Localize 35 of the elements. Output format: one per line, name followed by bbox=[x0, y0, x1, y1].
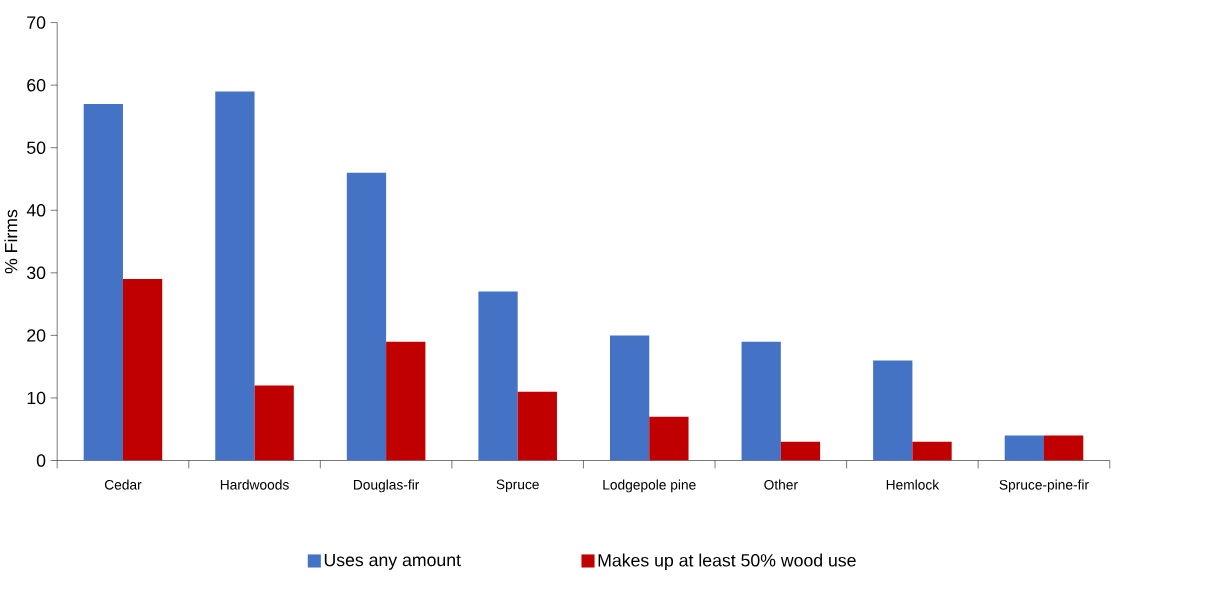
x-tick-label: Hardwoods bbox=[220, 479, 289, 490]
x-tick-label: Spruce bbox=[496, 479, 539, 493]
x-tick-label: Other bbox=[764, 479, 798, 490]
y-tick-label: 20 bbox=[27, 329, 46, 342]
y-tick-label: 40 bbox=[26, 204, 46, 217]
bar bbox=[83, 103, 123, 461]
y-tick-label: 70 bbox=[27, 16, 46, 29]
bar bbox=[912, 441, 952, 461]
y-tick-label: 60 bbox=[27, 78, 46, 92]
bar bbox=[254, 385, 294, 461]
bar bbox=[122, 279, 163, 461]
y-tick-label: 0 bbox=[36, 454, 46, 467]
bar bbox=[517, 391, 557, 461]
bar bbox=[741, 341, 781, 461]
y-tick-label: 30 bbox=[27, 266, 46, 280]
bar bbox=[386, 341, 426, 461]
bar bbox=[609, 335, 650, 461]
x-tick-label: Lodgepole pine bbox=[603, 479, 696, 493]
bar bbox=[478, 291, 518, 461]
bar bbox=[1043, 435, 1084, 461]
legend-label: Uses any amount bbox=[324, 553, 461, 570]
bar bbox=[873, 360, 913, 461]
x-tick-label: Douglas-fir bbox=[354, 479, 420, 493]
x-tick-label: Hemlock bbox=[886, 479, 940, 490]
bar bbox=[346, 172, 387, 461]
bar bbox=[215, 91, 255, 461]
x-tick-label: Spruce-pine-fir bbox=[999, 479, 1089, 493]
y-tick-label: 50 bbox=[27, 141, 46, 154]
legend-label: Makes up at least 50% wood use bbox=[598, 553, 856, 571]
y-axis-title: % Firms bbox=[4, 209, 18, 274]
y-tick-label: 10 bbox=[27, 391, 46, 405]
bar bbox=[780, 441, 821, 461]
x-tick-label: Cedar bbox=[104, 479, 142, 490]
bar bbox=[1004, 435, 1044, 461]
bar bbox=[649, 416, 689, 461]
